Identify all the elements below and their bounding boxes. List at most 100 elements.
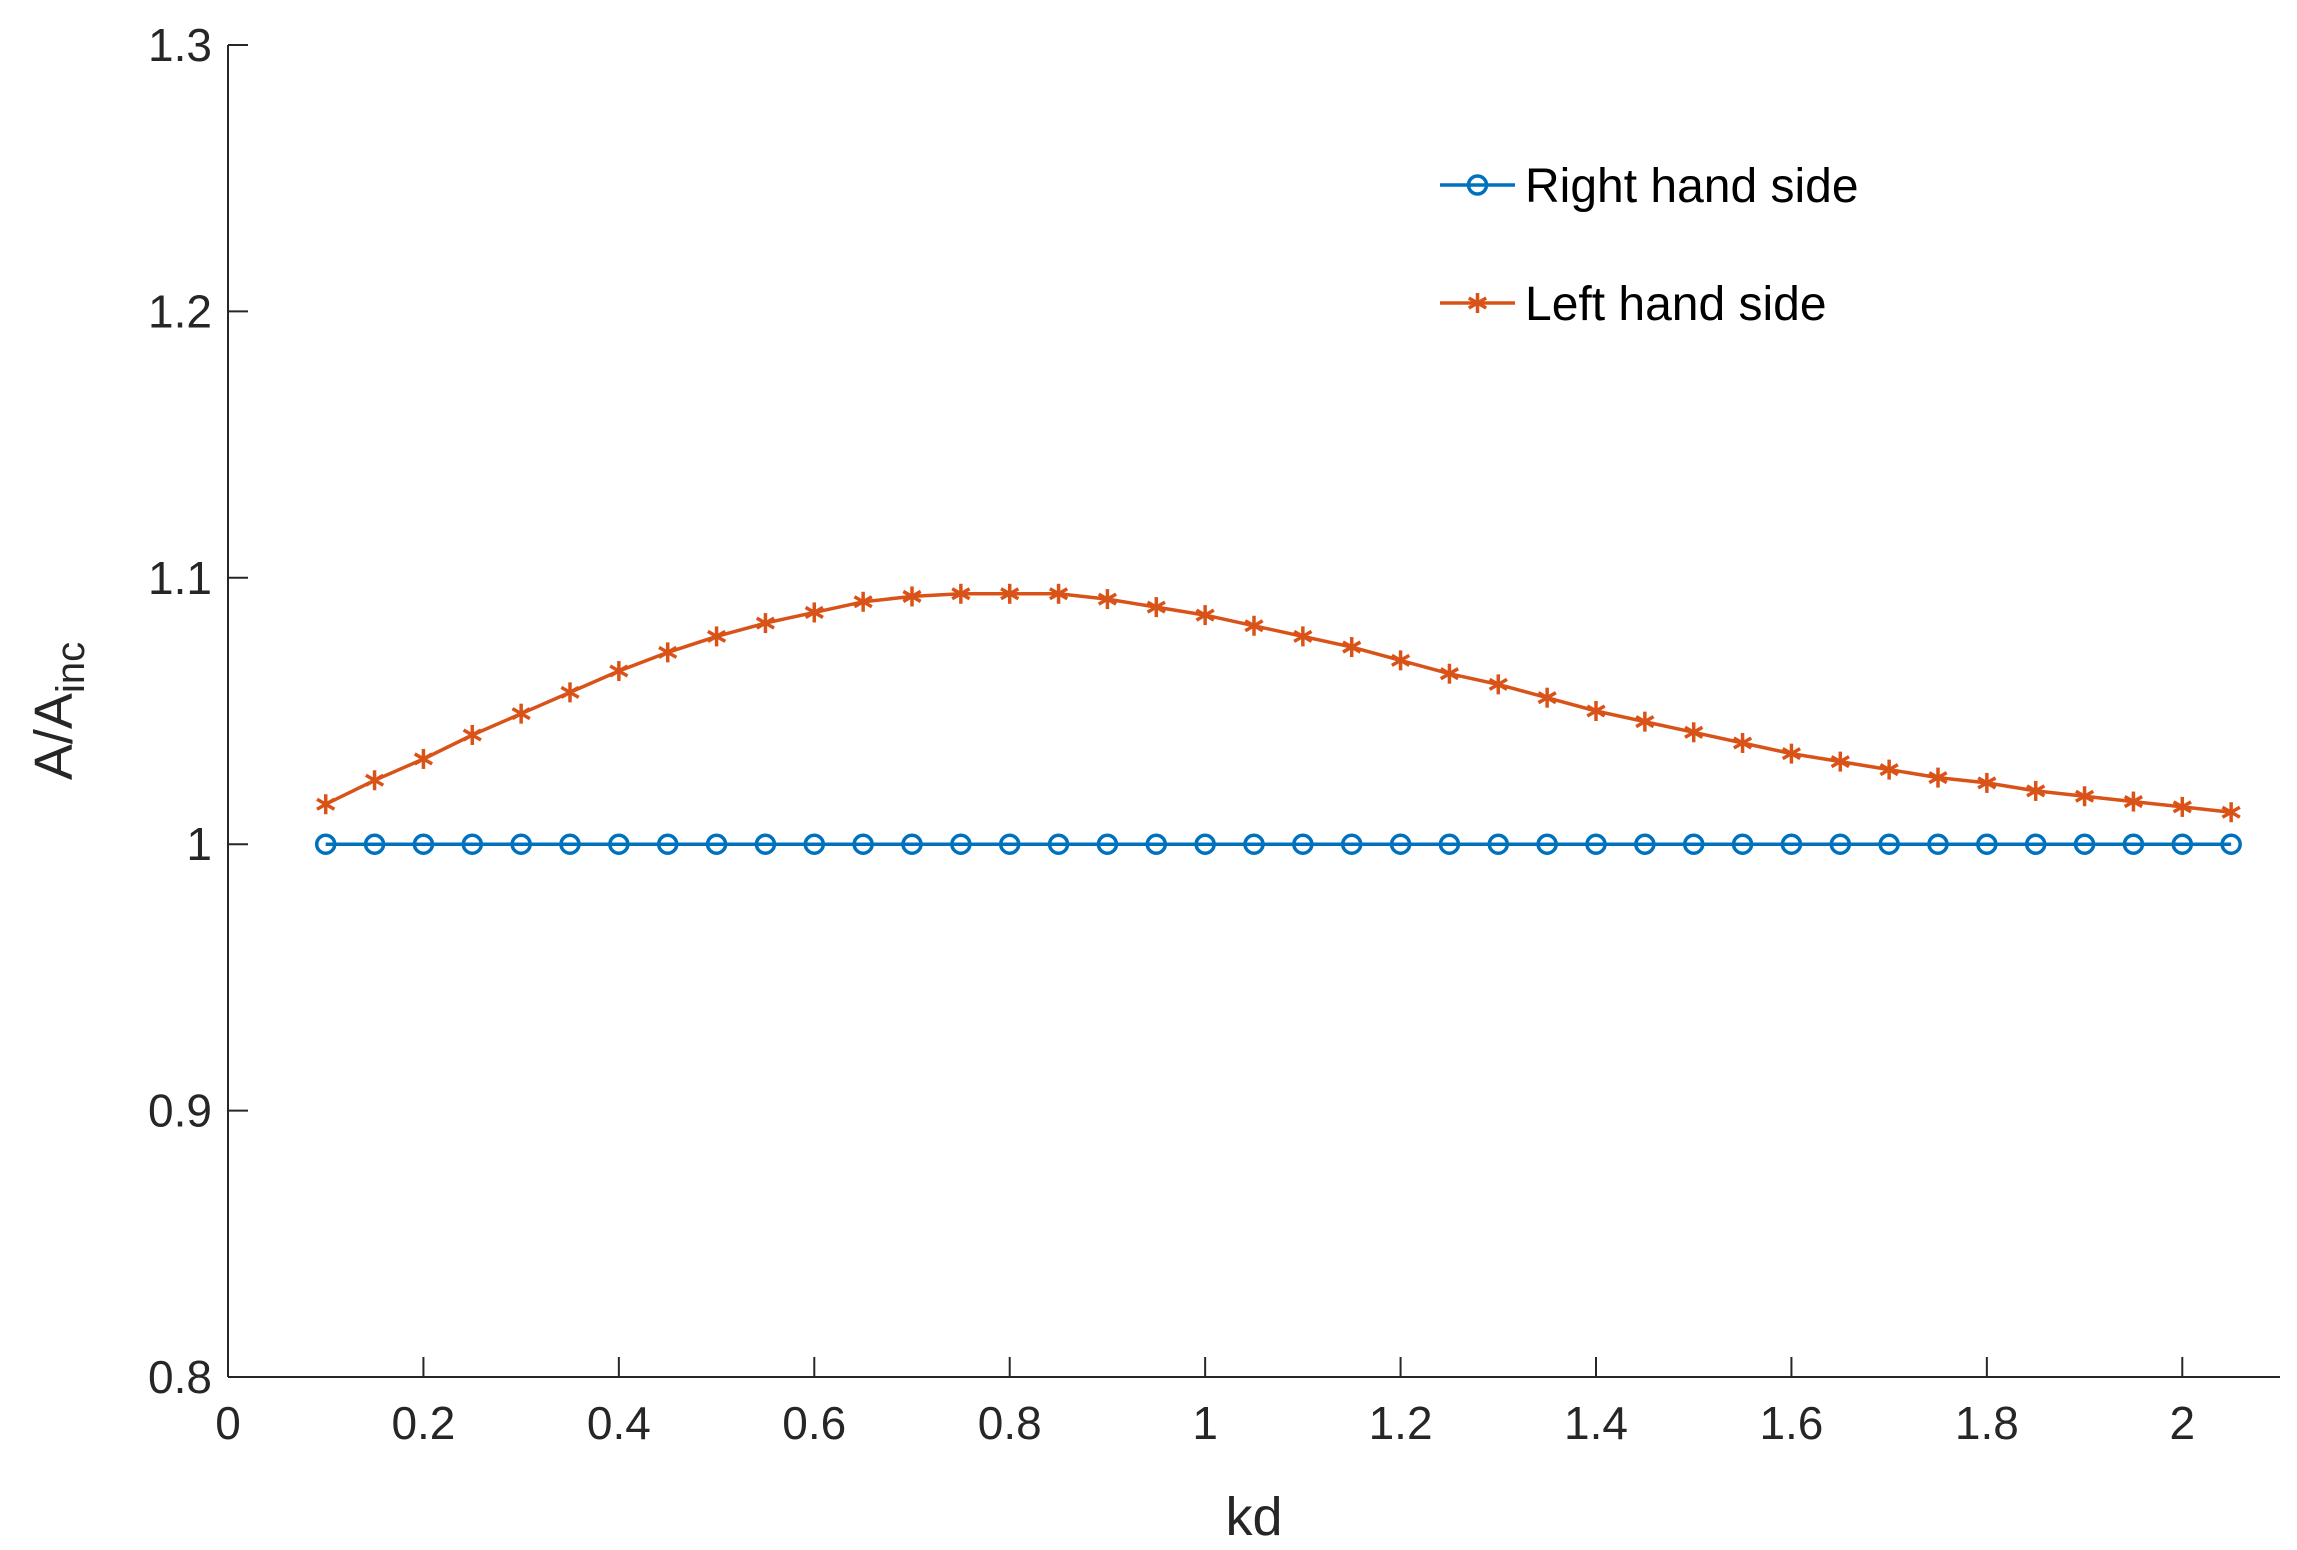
data-point	[1829, 833, 1852, 855]
legend-item: Left hand side	[1440, 278, 1827, 331]
data-point	[1000, 583, 1020, 604]
data-point	[2220, 833, 2242, 855]
x-axis-ticks: 0 0.2 0.4 0.6 0.8 1 1.2 1.4 1.6 1.8 2	[215, 1357, 2195, 1449]
x-tick-label: 0.4	[587, 1397, 651, 1449]
data-point	[316, 794, 336, 815]
data-point	[413, 748, 434, 769]
data-point	[755, 613, 776, 634]
data-point	[1780, 833, 1803, 855]
data-point	[1879, 759, 1899, 780]
data-point	[1145, 833, 1168, 855]
data-point	[1048, 583, 1069, 604]
data-point	[951, 583, 971, 604]
data-point	[608, 833, 630, 855]
data-point	[2073, 833, 2096, 855]
data-point	[1976, 833, 1998, 855]
data-point	[1830, 751, 1850, 772]
data-point	[1389, 833, 1412, 855]
y-axis-ticks: 0.8 0.9 1 1.1 1.2 1.3	[148, 19, 248, 1403]
data-point	[1194, 833, 1216, 855]
series-layer	[314, 583, 2242, 855]
data-point	[1781, 743, 1802, 764]
data-point	[1146, 597, 1166, 618]
data-point	[1585, 833, 1607, 855]
data-point	[1731, 833, 1754, 855]
data-point	[412, 833, 435, 855]
data-point	[656, 833, 679, 855]
data-point	[1928, 767, 1948, 788]
data-point	[2171, 833, 2194, 855]
y-tick-label: 1.1	[148, 552, 212, 604]
x-tick-label: 1	[1192, 1397, 1218, 1449]
data-point	[853, 591, 873, 612]
y-axis-label-main: A/A	[24, 693, 84, 780]
data-point	[705, 833, 728, 855]
data-point	[1488, 674, 1508, 695]
data-point	[2172, 796, 2192, 817]
data-point	[1243, 833, 1265, 855]
data-point	[2123, 791, 2144, 812]
data-point	[560, 682, 580, 703]
data-point	[609, 661, 629, 682]
x-tick-label: 1.4	[1564, 1397, 1628, 1449]
data-point	[1634, 833, 1656, 855]
data-point	[803, 833, 826, 855]
x-tick-label: 0.8	[978, 1397, 1042, 1449]
data-point	[1537, 687, 1557, 708]
y-tick-label: 0.8	[148, 1351, 212, 1403]
series-right-hand-side	[314, 833, 2242, 855]
data-point	[2026, 780, 2046, 801]
data-point	[1635, 711, 1655, 732]
data-point	[1292, 833, 1314, 855]
y-tick-label: 1.2	[148, 285, 212, 337]
data-point	[658, 642, 678, 663]
data-point	[1536, 833, 1558, 855]
data-point	[559, 833, 581, 855]
data-point	[1390, 650, 1411, 671]
data-point	[461, 833, 484, 855]
data-point	[950, 833, 972, 855]
data-point	[1244, 615, 1264, 636]
data-point	[1927, 833, 1949, 855]
data-point	[804, 602, 824, 623]
data-point	[2074, 786, 2095, 807]
plot-area: 0 0.2 0.4 0.6 0.8 1 1.2 1.4 1.6 1.8 2 0.8 0.9 1 1.1 1.…	[148, 19, 2280, 1449]
y-tick-label: 1	[186, 818, 212, 870]
legend-swatch-marker	[1466, 174, 1489, 196]
y-tick-label: 1.3	[148, 19, 212, 71]
data-point	[1487, 833, 1510, 855]
data-point	[1732, 732, 1753, 753]
data-point	[2024, 833, 2047, 855]
y-axis-label-subscript: inc	[49, 642, 93, 693]
data-point	[1047, 833, 1070, 855]
data-point	[1439, 663, 1460, 684]
data-point	[1438, 833, 1461, 855]
legend: Right hand side Left hand side	[1440, 160, 1859, 331]
data-point	[1878, 833, 1900, 855]
legend-item: Right hand side	[1440, 160, 1859, 213]
x-tick-label: 0.2	[391, 1397, 455, 1449]
data-point	[901, 833, 923, 855]
data-point	[902, 586, 922, 607]
series-left-hand-side	[316, 583, 2241, 823]
data-point	[1684, 722, 1704, 743]
data-point	[511, 703, 531, 724]
data-point	[1586, 701, 1606, 721]
data-point	[1682, 833, 1705, 855]
x-tick-label: 0	[215, 1397, 241, 1449]
x-tick-label: 1.6	[1759, 1397, 1823, 1449]
data-point	[754, 833, 777, 855]
y-axis-label: A/Ainc	[24, 642, 93, 780]
data-point	[852, 833, 874, 855]
x-axis-label: kd	[1225, 1487, 1282, 1547]
y-tick-label: 0.9	[148, 1085, 212, 1137]
data-point	[998, 833, 1021, 855]
data-point	[364, 770, 385, 791]
data-point	[1096, 833, 1119, 855]
data-point	[1977, 772, 1997, 793]
legend-label: Right hand side	[1525, 160, 1859, 213]
data-point	[1293, 626, 1313, 647]
data-point	[1195, 605, 1215, 626]
x-tick-label: 1.2	[1369, 1397, 1433, 1449]
